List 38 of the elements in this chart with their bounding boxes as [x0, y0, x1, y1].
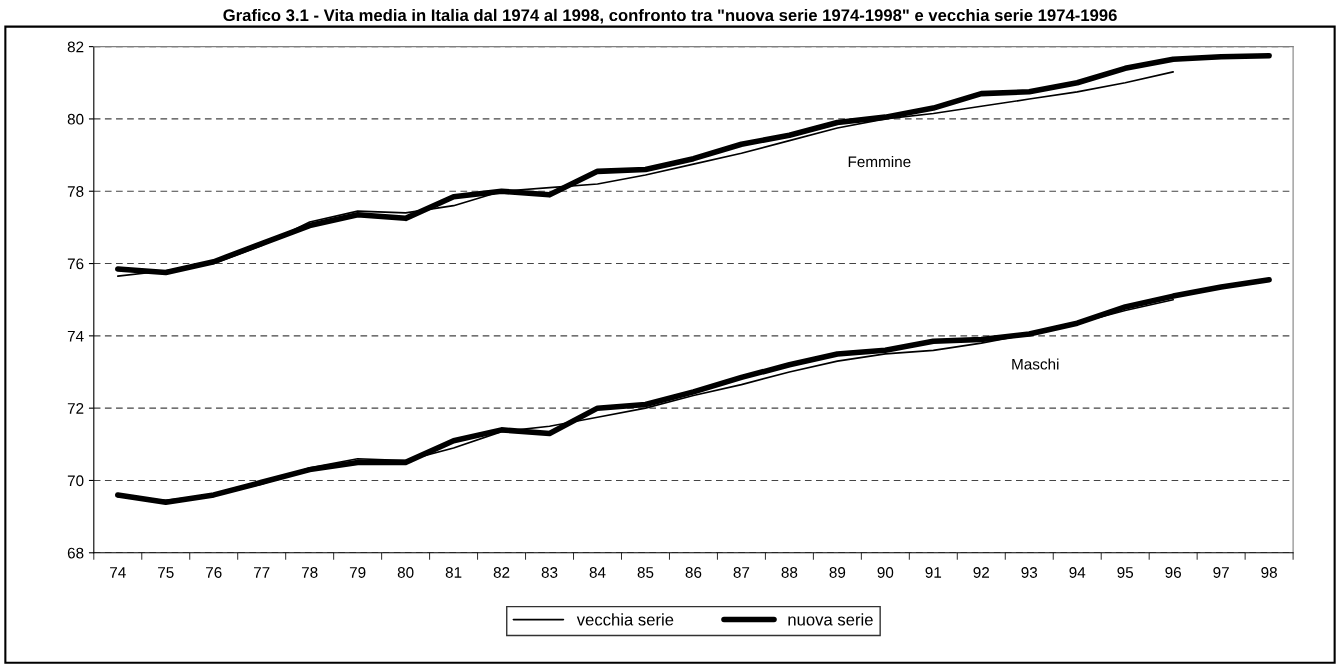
y-tick-label: 80: [67, 113, 84, 125]
legend-label: vecchia serie: [576, 613, 674, 626]
x-tick-label: 95: [1117, 567, 1134, 578]
x-tick-label: 76: [206, 567, 222, 578]
x-tick-label: 87: [733, 567, 750, 578]
x-tick-label: 82: [493, 567, 510, 578]
x-tick-label: 97: [1213, 567, 1229, 578]
x-tick-label: 81: [445, 567, 462, 578]
y-tick-label: 82: [67, 41, 84, 53]
x-tick-label: 94: [1069, 567, 1086, 578]
annotation: Maschi: [1012, 358, 1059, 370]
x-tick-label: 93: [1021, 567, 1038, 578]
x-tick-label: 85: [637, 567, 654, 578]
y-tick-label: 72: [67, 403, 84, 414]
x-tick-label: 83: [541, 567, 558, 578]
x-tick-label: 84: [589, 567, 606, 578]
x-tick-label: 80: [397, 567, 414, 578]
y-tick-label: 78: [67, 186, 84, 197]
x-tick-label: 78: [301, 567, 318, 578]
y-tick-label: 76: [67, 258, 84, 270]
legend-label: nuova serie: [788, 613, 873, 626]
x-tick-label: 91: [925, 567, 942, 578]
y-tick-label: 74: [67, 330, 84, 342]
chart-title: Grafico 3.1 - Vita media in Italia dal 1974 al 1998, confronto tra "nuova serie 1974-1998" e vecchia serie 1974-1996: [223, 8, 1117, 24]
x-tick-label: 96: [1165, 567, 1181, 578]
x-tick-label: 88: [781, 567, 798, 578]
y-tick-label: 70: [67, 475, 84, 487]
y-tick-label: 68: [67, 547, 84, 559]
x-tick-label: 79: [349, 567, 366, 578]
x-tick-label: 92: [973, 567, 990, 578]
x-tick-label: 86: [685, 567, 702, 578]
x-tick-label: 89: [829, 567, 846, 578]
x-tick-label: 74: [110, 567, 126, 578]
annotation: Femmine: [848, 155, 911, 168]
x-tick-label: 77: [253, 567, 270, 578]
x-tick-label: 98: [1261, 567, 1277, 578]
x-tick-label: 90: [877, 567, 894, 578]
x-tick-label: 75: [158, 567, 174, 578]
